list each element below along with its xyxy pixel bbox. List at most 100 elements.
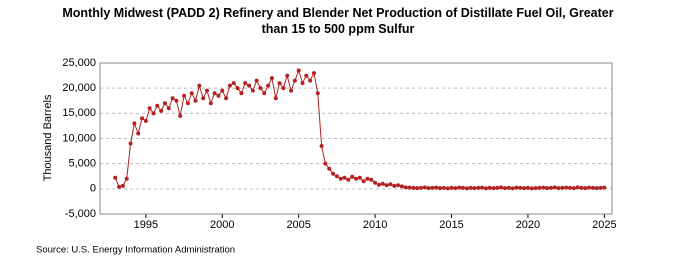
data-point: [403, 185, 408, 190]
data-point: [250, 88, 255, 93]
x-tick-label: 1995: [134, 219, 158, 231]
data-point: [216, 93, 221, 98]
data-point: [571, 186, 576, 191]
data-point: [587, 185, 592, 190]
x-tick-label: 2015: [439, 219, 463, 231]
data-point: [560, 185, 565, 190]
data-point: [399, 184, 404, 189]
data-point: [476, 185, 481, 190]
data-point: [170, 96, 175, 101]
data-point: [418, 185, 423, 190]
data-point: [499, 185, 504, 190]
data-point: [506, 185, 511, 190]
y-tick-label: 5,000: [68, 158, 96, 170]
source: Source: U.S. Energy Information Administ…: [36, 245, 235, 256]
data-point: [483, 186, 488, 191]
y-tick-label: 25,000: [62, 57, 96, 69]
data-point: [487, 185, 492, 190]
data-point: [128, 141, 133, 146]
data-point: [227, 83, 232, 88]
data-point: [159, 108, 164, 113]
data-point: [193, 98, 198, 103]
data-point: [491, 186, 496, 191]
data-point: [376, 182, 381, 187]
data-point: [323, 161, 328, 166]
data-point: [174, 98, 179, 103]
data-point: [231, 81, 236, 86]
data-point: [319, 144, 324, 149]
data-point: [480, 185, 485, 190]
data-point: [537, 185, 542, 190]
data-point: [300, 81, 305, 86]
data-point: [124, 176, 129, 181]
data-point: [269, 76, 274, 81]
data-point: [514, 185, 519, 190]
data-point: [289, 88, 294, 93]
data-point: [185, 101, 190, 106]
data-point: [430, 185, 435, 190]
data-point: [338, 176, 343, 181]
data-point: [369, 177, 374, 182]
data-point: [373, 180, 378, 185]
data-point: [518, 185, 523, 190]
data-point: [567, 185, 572, 190]
data-point: [254, 78, 259, 83]
data-point: [602, 185, 607, 190]
data-point: [212, 91, 217, 96]
data-point: [281, 86, 286, 91]
data-point: [525, 185, 530, 190]
x-tick-label: 2010: [363, 219, 387, 231]
data-point: [541, 185, 546, 190]
data-point: [472, 186, 477, 191]
y-tick-label: -5,000: [65, 208, 96, 220]
y-tick-label: 0: [90, 183, 96, 195]
data-point: [583, 186, 588, 191]
data-point: [354, 176, 358, 181]
data-point: [460, 185, 465, 190]
data-point: [189, 91, 194, 96]
data-point: [529, 186, 534, 191]
data-point: [266, 83, 271, 88]
data-point: [545, 186, 550, 191]
data-point: [464, 186, 469, 191]
data-point: [315, 91, 320, 96]
data-point: [304, 73, 309, 78]
data-point: [243, 81, 248, 86]
data-point: [495, 185, 500, 190]
title-line: Monthly Midwest (PADD 2) Refinery and Bl…: [62, 6, 613, 20]
data-point: [392, 183, 397, 188]
data-point: [136, 131, 141, 136]
data-point: [346, 177, 351, 182]
data-point: [331, 171, 336, 176]
data-point: [533, 186, 538, 191]
data-point: [296, 68, 301, 73]
data-point: [384, 183, 389, 188]
data-point: [166, 106, 171, 111]
data-point: [262, 91, 267, 96]
data-point: [411, 185, 416, 190]
data-point: [522, 186, 527, 191]
data-point: [239, 91, 244, 96]
data-point: [422, 185, 427, 190]
data-point: [327, 166, 332, 171]
data-point: [120, 183, 125, 188]
data-point: [147, 106, 152, 111]
data-point: [197, 83, 202, 88]
data-point: [132, 121, 137, 126]
data-point: [277, 81, 282, 86]
data-point: [552, 185, 557, 190]
data-point: [575, 185, 580, 190]
data-point: [453, 186, 458, 191]
data-point: [396, 183, 401, 188]
data-point: [441, 185, 446, 190]
data-point: [590, 185, 595, 190]
chart-title: Monthly Midwest (PADD 2) Refinery and Bl…: [62, 6, 613, 36]
data-point: [285, 73, 290, 78]
data-point: [457, 185, 462, 190]
data-point: [361, 179, 366, 184]
data-point: [220, 88, 225, 93]
data-point: [380, 181, 385, 186]
data-point: [235, 86, 240, 91]
x-tick-label: 2020: [516, 219, 540, 231]
